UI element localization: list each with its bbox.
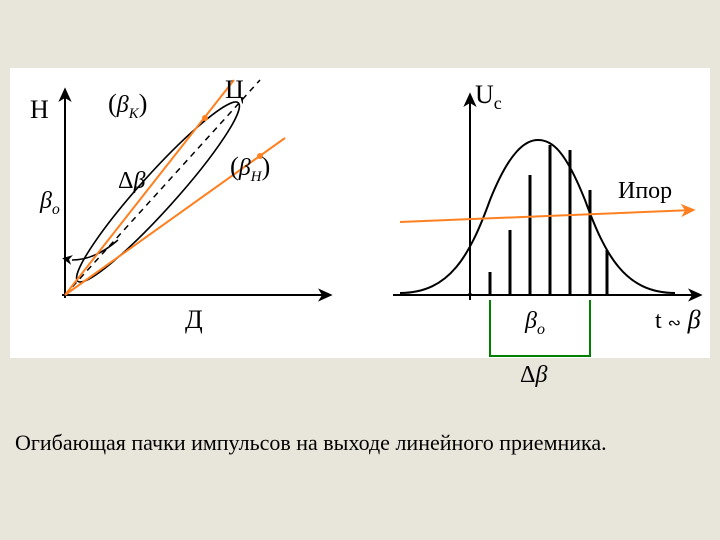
svg-text:Н: Н bbox=[30, 95, 49, 124]
label-t-beta: t ∾ β bbox=[655, 305, 701, 334]
label-delta-beta-right: Δβ bbox=[520, 362, 547, 388]
label-beta-o-right: βо bbox=[524, 308, 545, 338]
beam-edge-0 bbox=[65, 80, 234, 295]
diagram-svg: Н Д Цβо Δβ (βК) (βН) Uс t ∾ β βо Δβ Ипор bbox=[0, 0, 720, 540]
label-uc: Uс bbox=[475, 80, 502, 113]
label-beta-k: (βК) bbox=[108, 88, 147, 122]
beam-edge-1 bbox=[65, 138, 285, 295]
figure-caption: Огибающая пачки импульсов на выходе лине… bbox=[15, 430, 607, 456]
boresight-dash bbox=[65, 80, 260, 295]
label-beta-h: (βН) bbox=[230, 151, 270, 185]
beam-dot-0 bbox=[202, 115, 208, 121]
svg-text:Д: Д bbox=[185, 305, 203, 334]
threshold-arrow bbox=[400, 210, 693, 222]
label-ipor: Ипор bbox=[618, 178, 672, 204]
label-beta-o-left: βо bbox=[39, 188, 60, 218]
canvas: Н Д Цβо Δβ (βК) (βН) Uс t ∾ β βо Δβ Ипор Огибающая… bbox=[0, 0, 720, 540]
svg-text:Ц: Ц bbox=[225, 75, 244, 104]
label-delta-beta-left: Δβ bbox=[118, 168, 145, 194]
